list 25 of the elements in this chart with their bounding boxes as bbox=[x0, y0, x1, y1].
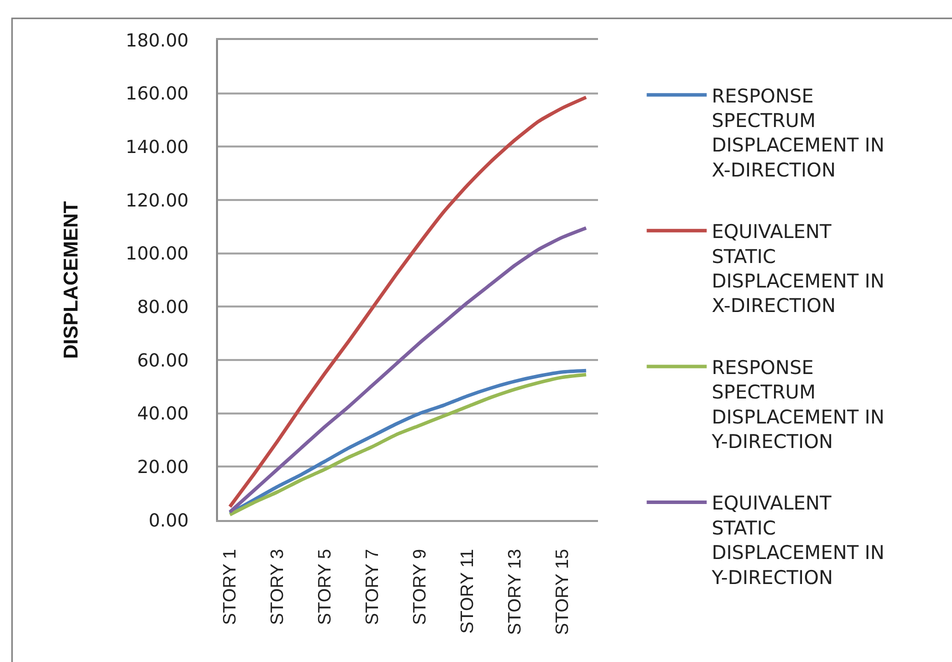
x-tick-label: STORY 5 bbox=[314, 548, 335, 625]
y-tick-label: 140.00 bbox=[126, 136, 189, 158]
x-tick-label: STORY 15 bbox=[552, 548, 572, 636]
y-tick-label: 20.00 bbox=[137, 456, 189, 478]
x-tick-label: STORY 11 bbox=[457, 548, 478, 634]
legend-label: RESPONSE SPECTRUM DISPLACEMENT IN Y-DIRECTION bbox=[710, 356, 884, 453]
legend-label: EQUIVALENT STATIC DISPLACEMENT IN Y-DIRECTION bbox=[710, 492, 884, 589]
y-tick-label: 80.00 bbox=[137, 296, 189, 318]
x-tick-label: STORY 3 bbox=[267, 548, 288, 625]
legend-label: RESPONSE SPECTRUM DISPLACEMENT IN X-DIRECTION bbox=[712, 85, 884, 182]
x-tick-label: STORY 9 bbox=[410, 548, 430, 625]
y-tick-label: 40.00 bbox=[137, 404, 189, 425]
x-tick-label: STORY 13 bbox=[504, 548, 525, 636]
y-tick-label: 120.00 bbox=[126, 190, 189, 212]
y-axis-title: DISPLACEMENT bbox=[60, 201, 83, 359]
y-tick-label: 0.00 bbox=[148, 510, 189, 532]
line-series bbox=[228, 226, 588, 514]
y-tick-label: 160.00 bbox=[126, 84, 189, 105]
x-tick-label: STORY 7 bbox=[362, 548, 382, 625]
y-tick-label: 180.00 bbox=[126, 30, 189, 52]
y-tick-label: 100.00 bbox=[126, 244, 189, 265]
x-tick-label: STORY 1 bbox=[220, 548, 240, 625]
legend-label: EQUIVALENT STATIC DISPLACEMENT IN X-DIRECTION bbox=[712, 221, 884, 318]
line-series bbox=[228, 96, 588, 508]
y-tick-label: 60.00 bbox=[137, 350, 189, 372]
